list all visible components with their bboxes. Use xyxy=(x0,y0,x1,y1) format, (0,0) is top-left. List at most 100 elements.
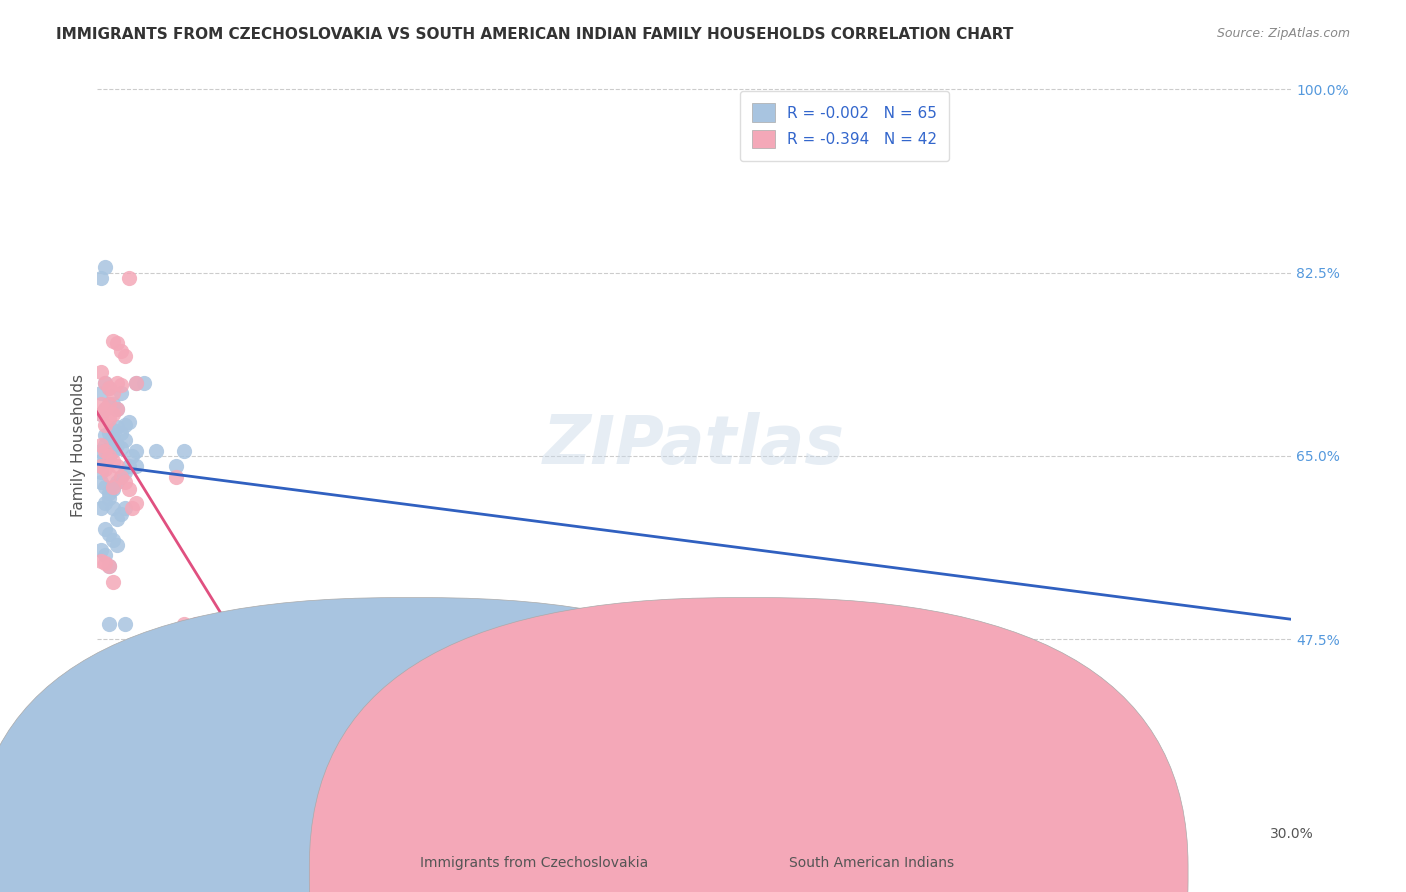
Point xyxy=(114,616,136,631)
Point xyxy=(90,396,112,410)
Point xyxy=(117,483,139,497)
Point xyxy=(90,438,112,452)
Point xyxy=(93,443,115,458)
Point xyxy=(90,365,112,379)
Point xyxy=(186,616,208,631)
Point xyxy=(110,344,132,359)
Point xyxy=(93,480,115,494)
Point xyxy=(165,459,187,474)
Text: Immigrants from Czechoslovakia: Immigrants from Czechoslovakia xyxy=(420,855,648,870)
Point xyxy=(197,632,219,647)
Point xyxy=(97,485,120,500)
Point xyxy=(97,381,120,395)
Point xyxy=(93,401,115,416)
Point xyxy=(101,454,124,468)
Point xyxy=(125,376,148,390)
Point xyxy=(93,376,115,390)
Point xyxy=(90,459,112,474)
Legend: R = -0.002   N = 65, R = -0.394   N = 42: R = -0.002 N = 65, R = -0.394 N = 42 xyxy=(740,91,949,161)
Point xyxy=(90,475,112,490)
Point xyxy=(97,381,120,395)
Point xyxy=(114,434,136,448)
Point xyxy=(145,443,167,458)
Point xyxy=(93,522,115,536)
Text: Source: ZipAtlas.com: Source: ZipAtlas.com xyxy=(1216,27,1350,40)
Point xyxy=(97,425,120,440)
Point xyxy=(101,533,124,547)
Point xyxy=(97,449,120,463)
Point xyxy=(101,386,124,401)
Text: South American Indians: South American Indians xyxy=(789,855,955,870)
Point xyxy=(145,637,167,651)
Point xyxy=(93,260,115,275)
Point xyxy=(105,401,128,416)
Point xyxy=(101,443,124,458)
Point xyxy=(101,480,124,494)
Point xyxy=(93,401,115,416)
Point xyxy=(97,616,120,631)
Point xyxy=(105,475,128,490)
Point xyxy=(105,459,128,474)
Point xyxy=(90,271,112,285)
Point xyxy=(101,574,124,589)
Point xyxy=(90,407,112,421)
Point xyxy=(93,496,115,510)
Point xyxy=(125,443,148,458)
Point xyxy=(114,465,136,479)
Point xyxy=(105,438,128,452)
Point xyxy=(93,461,115,475)
Point xyxy=(97,412,120,426)
Point xyxy=(97,449,120,463)
Point xyxy=(110,441,132,455)
Point xyxy=(93,428,115,442)
Point xyxy=(114,475,136,490)
Point xyxy=(90,443,112,458)
Point xyxy=(110,386,132,401)
Point xyxy=(105,335,128,350)
Point xyxy=(101,483,124,497)
Point xyxy=(97,441,120,455)
Point xyxy=(97,396,120,410)
Point xyxy=(165,470,187,484)
Point xyxy=(125,496,148,510)
Point xyxy=(114,501,136,516)
Point xyxy=(105,512,128,526)
Point xyxy=(110,470,132,484)
Point xyxy=(90,386,112,401)
Point xyxy=(101,501,124,516)
Point xyxy=(117,416,139,430)
Point xyxy=(110,377,132,392)
Point xyxy=(105,401,128,416)
Point xyxy=(121,449,143,463)
Point xyxy=(101,423,124,437)
Point xyxy=(101,396,124,410)
Point xyxy=(93,417,115,432)
Point xyxy=(90,407,112,421)
Point xyxy=(114,350,136,364)
Point xyxy=(97,491,120,505)
Text: ZIPatlas: ZIPatlas xyxy=(543,412,845,478)
Point xyxy=(97,396,120,410)
Point xyxy=(134,376,156,390)
Point xyxy=(101,334,124,348)
Point xyxy=(114,417,136,432)
Point xyxy=(117,271,139,285)
Y-axis label: Family Households: Family Households xyxy=(72,374,86,517)
Point xyxy=(93,451,115,466)
Point xyxy=(101,430,124,444)
Point xyxy=(93,438,115,452)
Point xyxy=(90,554,112,568)
Point xyxy=(110,470,132,484)
Point xyxy=(117,459,139,474)
Point xyxy=(105,538,128,552)
Point xyxy=(110,425,132,440)
Point xyxy=(93,679,115,693)
Point xyxy=(101,407,124,421)
Point xyxy=(110,507,132,521)
Point xyxy=(125,376,148,390)
Point xyxy=(90,454,112,468)
Point xyxy=(90,543,112,558)
Point xyxy=(105,419,128,434)
Point xyxy=(97,527,120,541)
Point xyxy=(105,376,128,390)
